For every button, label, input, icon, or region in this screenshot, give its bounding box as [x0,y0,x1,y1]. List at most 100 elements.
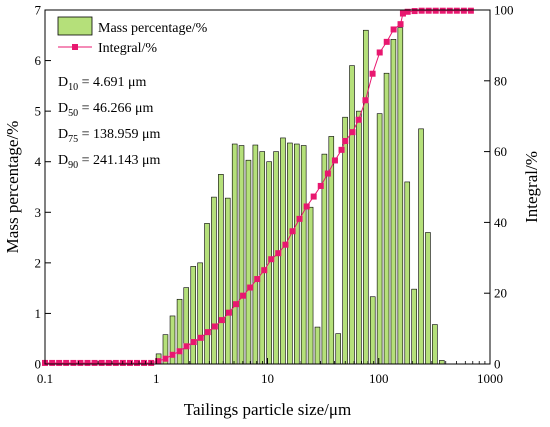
y-tick-label: 1 [35,306,42,321]
integral-point [141,359,148,366]
bar [224,197,231,365]
y2-tick-label: 20 [494,286,507,301]
integral-point [247,284,254,291]
integral-point [390,26,397,33]
bar [439,360,445,365]
y-tick-label: 3 [35,205,42,220]
y-tick-label: 6 [35,53,42,68]
bar [190,266,197,365]
bar [176,298,183,365]
integral-point [232,301,239,308]
bar [252,144,259,365]
integral-point [56,359,63,366]
integral-point [211,323,218,330]
integral-point [268,256,275,263]
x-tick-label: 1 [153,371,160,386]
integral-point [133,359,140,366]
bar [307,206,314,365]
integral-point [399,10,406,17]
integral-point [411,8,418,15]
integral-point [240,292,247,299]
integral-point [49,359,56,366]
integral-point [342,137,349,144]
integral-point [261,267,268,274]
d-value-annotations: D10 = 4.691 μm D50 = 46.266 μm D75 = 138.9… [58,75,161,171]
y-tick-label: 7 [35,3,42,18]
integral-point [84,359,91,366]
bar [418,128,424,365]
integral-point [324,170,331,177]
d-value-annotation: D75 = 138.959 μm [58,127,161,145]
d-value-annotation: D90 = 241.143 μm [58,153,161,171]
bar [294,143,300,365]
bar [342,116,348,365]
y-tick-label: 2 [35,255,42,270]
legend-swatch-mass-percentage [57,16,93,36]
legend: Mass percentage/% Integral/% [57,16,208,56]
integral-point [169,351,176,358]
y-tick-label: 5 [35,104,42,119]
integral-point [77,359,84,366]
integral-point [63,359,70,366]
y2-axis-title: Integral/% [522,151,541,223]
bar [183,287,190,365]
x-axis-title: Tailings particle size/μm [184,400,352,419]
bar [363,29,369,365]
bar [238,145,245,365]
integral-point [204,329,211,336]
integral-point [155,358,162,365]
integral-point [254,276,261,283]
integral-point [105,359,112,366]
bar [197,262,203,365]
integral-point [112,359,119,366]
x-tick-label: 10 [261,371,274,386]
integral-point [446,7,453,14]
bar [397,27,404,365]
integral-line-layer [42,7,474,366]
y2-tick-label: 0 [494,357,501,372]
bar [245,159,252,365]
integral-point [362,97,369,104]
bar [411,288,417,365]
integral-point [91,359,98,366]
integral-point [376,49,383,56]
x-tick-label: 100 [369,371,389,386]
integral-point [317,182,324,189]
legend-label-integral: Integral/% [98,41,157,56]
integral-point [183,343,190,350]
integral-point [225,309,232,316]
bar [376,113,383,365]
integral-point [275,250,282,257]
integral-point [397,21,404,28]
integral-point [190,339,197,346]
integral-point [282,241,289,248]
bar [432,324,438,365]
bar [204,223,210,365]
integral-point [310,193,317,200]
integral-point [218,317,225,324]
integral-point [439,7,446,14]
bar [314,326,321,365]
integral-point [404,8,411,15]
integral-point [162,355,169,362]
bar [383,72,390,365]
integral-point [338,146,345,153]
integral-point [467,7,474,14]
bar [211,196,217,365]
bar [425,232,431,365]
y2-tick-label: 60 [494,144,507,159]
integral-point [289,228,296,235]
integral-point [460,7,467,14]
integral-point [98,359,105,366]
y2-tick-label: 40 [494,215,507,230]
d-value-annotation: D10 = 4.691 μm [58,75,147,93]
integral-point [418,7,425,14]
bar [390,39,397,365]
integral-point [70,359,77,366]
bar [369,296,376,365]
integral-point [176,348,183,355]
bar [300,145,307,365]
integral-point [126,359,133,366]
